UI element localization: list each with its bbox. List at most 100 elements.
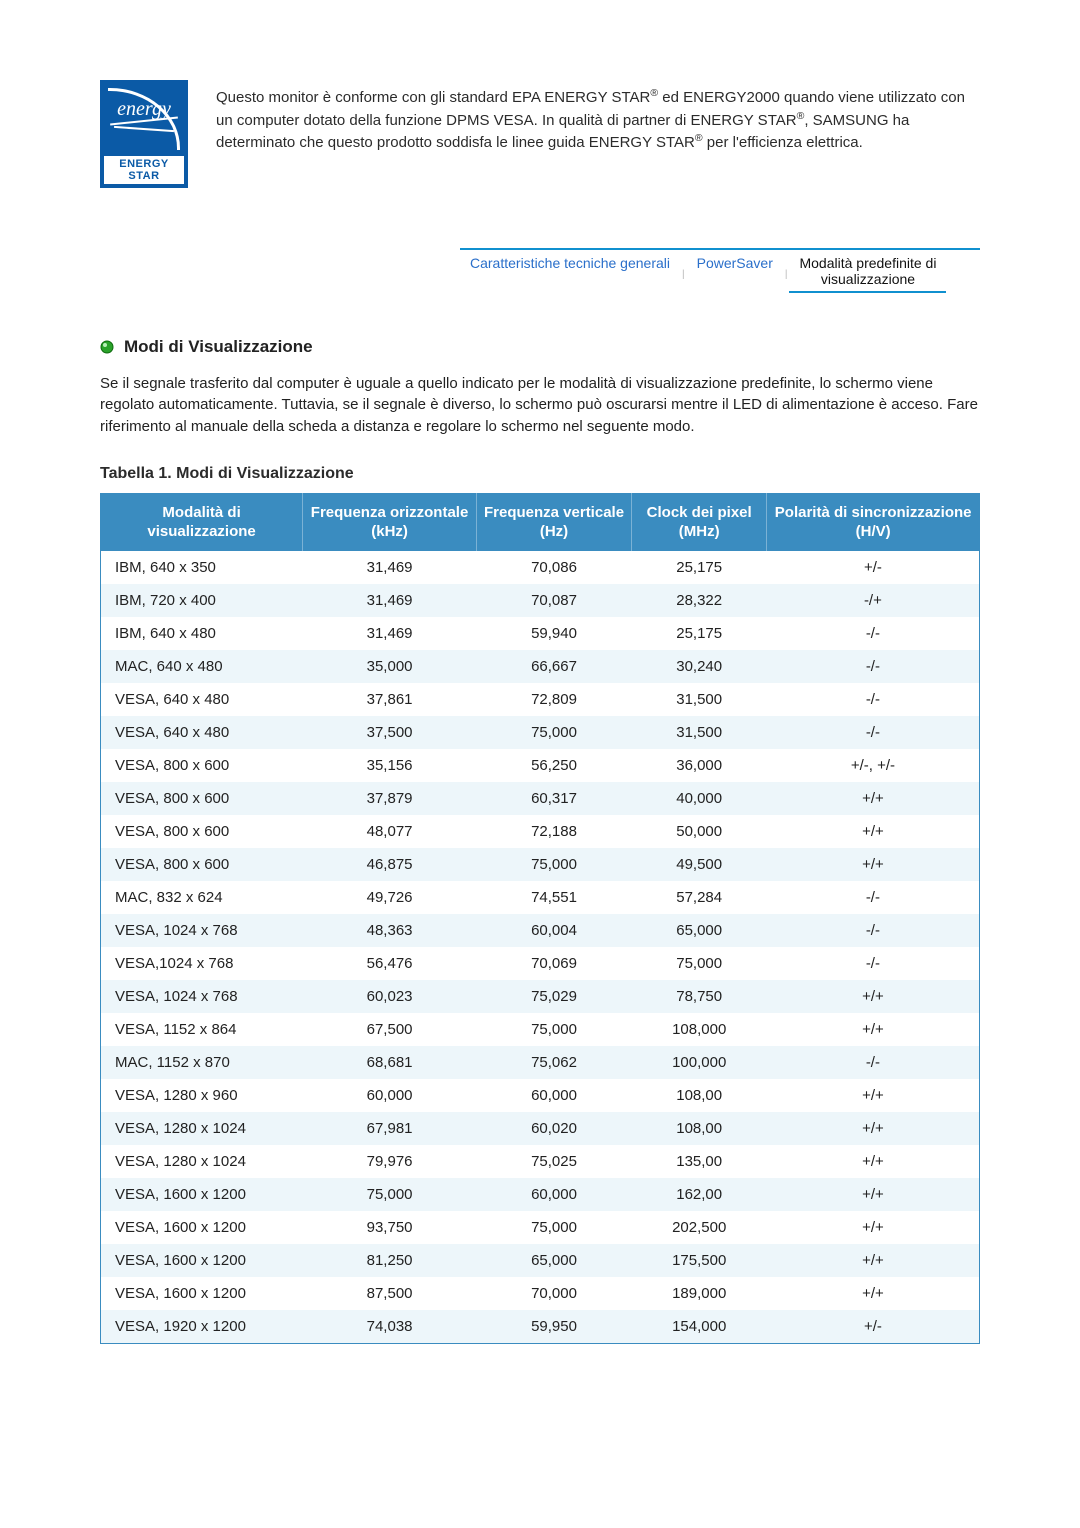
cell-value: 31,469 xyxy=(303,584,477,617)
table-row: VESA, 800 x 60046,87575,00049,500+/+ xyxy=(101,848,980,881)
display-modes-table: Modalità di visualizzazione Frequenza or… xyxy=(100,493,980,1345)
table-row: IBM, 720 x 40031,46970,08728,322-/+ xyxy=(101,584,980,617)
cell-mode: VESA, 640 x 480 xyxy=(101,716,303,749)
cell-value: 75,000 xyxy=(476,716,631,749)
cell-value: 74,551 xyxy=(476,881,631,914)
table-row: VESA, 1152 x 86467,50075,000108,000+/+ xyxy=(101,1013,980,1046)
tab-bar: Caratteristiche tecniche generali | Powe… xyxy=(460,248,980,293)
cell-mode: VESA, 1600 x 1200 xyxy=(101,1244,303,1277)
intro-paragraph: Questo monitor è conforme con gli standa… xyxy=(216,80,980,154)
tab-preset-display-modes[interactable]: Modalità predefinite di visualizzazione xyxy=(789,250,946,293)
tab-active-line2: visualizzazione xyxy=(799,271,936,287)
tab-general-specs[interactable]: Caratteristiche tecniche generali xyxy=(460,250,680,293)
cell-value: 56,476 xyxy=(303,947,477,980)
tab-active-line1: Modalità predefinite di xyxy=(799,255,936,271)
section-paragraph: Se il segnale trasferito dal computer è … xyxy=(100,373,980,437)
cell-value: 40,000 xyxy=(632,782,767,815)
cell-value: +/+ xyxy=(767,815,980,848)
cell-value: 162,00 xyxy=(632,1178,767,1211)
cell-mode: MAC, 640 x 480 xyxy=(101,650,303,683)
cell-value: 108,000 xyxy=(632,1013,767,1046)
table-row: VESA, 1280 x 96060,00060,000108,00+/+ xyxy=(101,1079,980,1112)
cell-value: 75,000 xyxy=(303,1178,477,1211)
cell-mode: IBM, 640 x 480 xyxy=(101,617,303,650)
cell-mode: VESA, 1152 x 864 xyxy=(101,1013,303,1046)
cell-value: 60,000 xyxy=(476,1079,631,1112)
cell-value: 75,029 xyxy=(476,980,631,1013)
cell-value: 75,000 xyxy=(476,1013,631,1046)
cell-value: 100,000 xyxy=(632,1046,767,1079)
table-row: IBM, 640 x 35031,46970,08625,175+/- xyxy=(101,551,980,584)
cell-mode: VESA, 1024 x 768 xyxy=(101,914,303,947)
cell-value: -/- xyxy=(767,947,980,980)
table-row: MAC, 640 x 48035,00066,66730,240-/- xyxy=(101,650,980,683)
logo-label-text: ENERGY STAR xyxy=(104,156,184,184)
tab-separator-icon: | xyxy=(783,264,790,280)
cell-value: 70,069 xyxy=(476,947,631,980)
cell-value: 59,940 xyxy=(476,617,631,650)
table-row: VESA, 1280 x 102467,98160,020108,00+/+ xyxy=(101,1112,980,1145)
cell-value: 49,726 xyxy=(303,881,477,914)
cell-value: 72,188 xyxy=(476,815,631,848)
cell-mode: MAC, 1152 x 870 xyxy=(101,1046,303,1079)
table-row: VESA, 1280 x 102479,97675,025135,00+/+ xyxy=(101,1145,980,1178)
table-row: VESA, 1600 x 120087,50070,000189,000+/+ xyxy=(101,1277,980,1310)
cell-value: +/+ xyxy=(767,1079,980,1112)
cell-value: -/- xyxy=(767,650,980,683)
tab-separator-icon: | xyxy=(680,264,687,280)
cell-value: 70,000 xyxy=(476,1277,631,1310)
table-row: VESA, 1600 x 120093,75075,000202,500+/+ xyxy=(101,1211,980,1244)
cell-value: +/-, +/- xyxy=(767,749,980,782)
cell-value: 31,500 xyxy=(632,716,767,749)
cell-value: 28,322 xyxy=(632,584,767,617)
cell-value: 60,317 xyxy=(476,782,631,815)
cell-value: 70,087 xyxy=(476,584,631,617)
cell-mode: VESA, 800 x 600 xyxy=(101,782,303,815)
cell-mode: VESA, 800 x 600 xyxy=(101,749,303,782)
table-header: Modalità di visualizzazione Frequenza or… xyxy=(101,493,980,551)
table-row: VESA, 640 x 48037,86172,80931,500-/- xyxy=(101,683,980,716)
cell-value: 79,976 xyxy=(303,1145,477,1178)
cell-mode: VESA, 1600 x 1200 xyxy=(101,1277,303,1310)
cell-value: 56,250 xyxy=(476,749,631,782)
cell-value: -/+ xyxy=(767,584,980,617)
cell-value: 75,000 xyxy=(476,1211,631,1244)
cell-value: 93,750 xyxy=(303,1211,477,1244)
cell-value: +/+ xyxy=(767,1211,980,1244)
cell-value: 31,469 xyxy=(303,551,477,584)
cell-value: 60,000 xyxy=(303,1079,477,1112)
col-header-hfreq: Frequenza orizzontale (kHz) xyxy=(303,493,477,551)
table-row: IBM, 640 x 48031,46959,94025,175-/- xyxy=(101,617,980,650)
cell-value: 60,000 xyxy=(476,1178,631,1211)
cell-mode: VESA, 1280 x 1024 xyxy=(101,1145,303,1178)
cell-value: 72,809 xyxy=(476,683,631,716)
table-row: MAC, 832 x 62449,72674,55157,284-/- xyxy=(101,881,980,914)
cell-value: 60,023 xyxy=(303,980,477,1013)
cell-value: 49,500 xyxy=(632,848,767,881)
intro-text-content: Questo monitor è conforme con gli standa… xyxy=(216,89,965,151)
cell-value: 35,000 xyxy=(303,650,477,683)
cell-mode: VESA, 1600 x 1200 xyxy=(101,1211,303,1244)
cell-value: 87,500 xyxy=(303,1277,477,1310)
table-body: IBM, 640 x 35031,46970,08625,175+/-IBM, … xyxy=(101,551,980,1344)
cell-mode: VESA, 1280 x 960 xyxy=(101,1079,303,1112)
table-row: VESA, 800 x 60035,15656,25036,000+/-, +/… xyxy=(101,749,980,782)
cell-value: 31,500 xyxy=(632,683,767,716)
cell-mode: IBM, 640 x 350 xyxy=(101,551,303,584)
cell-mode: VESA, 1600 x 1200 xyxy=(101,1178,303,1211)
table-row: VESA, 1600 x 120081,25065,000175,500+/+ xyxy=(101,1244,980,1277)
cell-value: +/+ xyxy=(767,980,980,1013)
cell-value: +/+ xyxy=(767,848,980,881)
cell-value: -/- xyxy=(767,716,980,749)
cell-value: 37,500 xyxy=(303,716,477,749)
cell-value: -/- xyxy=(767,617,980,650)
cell-value: 67,500 xyxy=(303,1013,477,1046)
cell-value: 37,861 xyxy=(303,683,477,716)
cell-value: +/+ xyxy=(767,1244,980,1277)
table-row: MAC, 1152 x 87068,68175,062100,000-/- xyxy=(101,1046,980,1079)
cell-value: +/+ xyxy=(767,1178,980,1211)
table-row: VESA, 800 x 60048,07772,18850,000+/+ xyxy=(101,815,980,848)
cell-value: 36,000 xyxy=(632,749,767,782)
cell-value: 78,750 xyxy=(632,980,767,1013)
tab-powersaver[interactable]: PowerSaver xyxy=(687,250,783,293)
